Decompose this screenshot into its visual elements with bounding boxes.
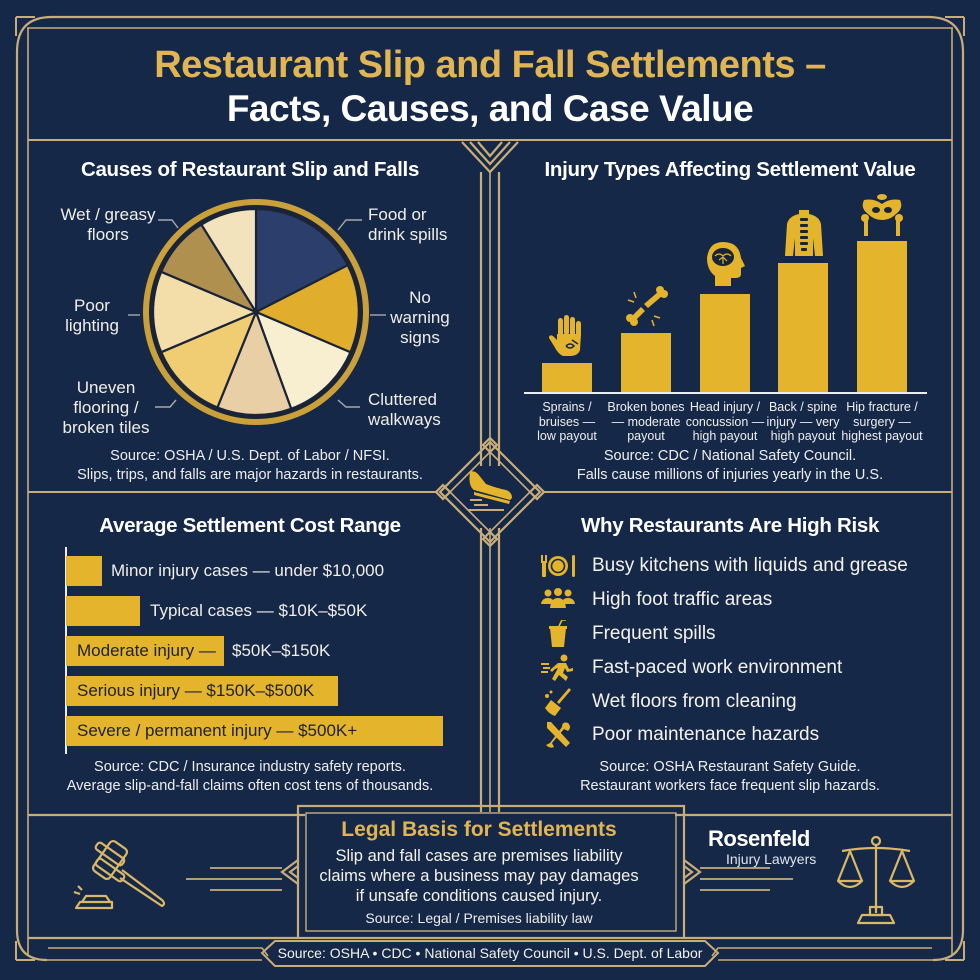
bar-axis-baseline bbox=[524, 392, 927, 394]
bar-back-spine bbox=[778, 263, 828, 392]
hbar-label-typical: Typical cases — $10K–$50K bbox=[150, 601, 368, 620]
hbar-typical bbox=[66, 596, 140, 626]
hbar-label-moderate-inside: Moderate injury — bbox=[77, 641, 216, 660]
legal-source: Source: Legal / Premises liability law bbox=[365, 910, 593, 926]
pie-wedge-uneven bbox=[159, 309, 259, 409]
settlement-source: Source: CDC / Insurance industry safety … bbox=[66, 759, 434, 794]
pie-wedge-cluttered bbox=[254, 309, 352, 411]
pie-leader-lines bbox=[128, 219, 386, 408]
risk-title: Why Restaurants Are High Risk bbox=[580, 514, 880, 537]
legal-title: Legal Basis for Settlements bbox=[341, 818, 617, 841]
bar-label-broken-bones: Broken bones — moderate payout bbox=[607, 400, 685, 443]
risk-item: Frequent spills bbox=[538, 619, 716, 649]
hbar-minor bbox=[66, 556, 102, 586]
injury-title: Injury Types Affecting Settlement Value bbox=[544, 158, 916, 181]
footer-source: Source: OSHA • CDC • National Safety Cou… bbox=[277, 945, 703, 961]
hbar-label-serious: Serious injury — $150K–$500K bbox=[77, 681, 315, 700]
rosenfeld-logo-subtitle: Injury Lawyers bbox=[726, 851, 817, 867]
risk-item: Wet floors from cleaning bbox=[538, 687, 797, 717]
tools-icon bbox=[538, 721, 578, 749]
hbar-label-moderate-outside: $50K–$150K bbox=[232, 641, 331, 660]
pie-label-poor-lighting: Poor lighting bbox=[65, 296, 119, 335]
broom-icon bbox=[538, 688, 578, 716]
bar-label-back-spine: Back / spine injury — very high payout bbox=[766, 400, 840, 443]
plate-cutlery-icon bbox=[538, 552, 578, 580]
running-person-icon bbox=[538, 654, 578, 682]
rosenfeld-logo: Rosenfeld bbox=[708, 826, 810, 851]
bar-hip-fracture bbox=[857, 241, 907, 392]
spine-back-icon bbox=[785, 210, 823, 256]
scales-of-justice-icon bbox=[836, 835, 916, 925]
hbar-serious bbox=[66, 676, 338, 706]
crowd-icon bbox=[538, 586, 578, 614]
risk-source: Source: OSHA Restaurant Safety Guide. Res… bbox=[580, 759, 880, 794]
settlement-title: Average Settlement Cost Range bbox=[99, 514, 401, 537]
hip-bone-icon bbox=[861, 194, 903, 236]
hbar-label-severe: Severe / permanent injury — $500K+ bbox=[77, 721, 358, 740]
gavel-icon bbox=[73, 839, 166, 910]
hbar-moderate bbox=[66, 636, 224, 666]
drink-cup-icon bbox=[538, 620, 578, 648]
pie-label-wet-floors: Wet / greasy floors bbox=[60, 205, 156, 244]
pie-wedge-food-spills bbox=[254, 207, 350, 314]
pie-wedge-no-warning bbox=[253, 263, 360, 354]
page-title-line-1: Restaurant Slip and Fall Settlements – bbox=[154, 44, 826, 86]
bar-label-sprains: Sprains / bruises — low payout bbox=[537, 400, 597, 443]
pie-wedge-wet bbox=[199, 207, 258, 316]
causes-source: Source: OSHA / U.S. Dept. of Labor / NFS… bbox=[77, 448, 423, 483]
risk-item: Fast-paced work environment bbox=[538, 653, 842, 683]
pie-label-no-warning: No warning signs bbox=[390, 288, 450, 347]
head-brain-icon bbox=[707, 242, 745, 286]
pie-label-uneven-flooring: Uneven flooring / broken tiles bbox=[62, 378, 150, 437]
causes-title: Causes of Restaurant Slip and Falls bbox=[80, 158, 420, 181]
risk-item: Poor maintenance hazards bbox=[538, 720, 819, 750]
pie-label-food-spills: Food or drink spills bbox=[368, 205, 448, 244]
risk-item: High foot traffic areas bbox=[538, 585, 772, 615]
causes-pie-chart bbox=[143, 199, 369, 425]
pie-wedge-poor-lighting bbox=[151, 270, 259, 354]
bar-label-hip-fracture: Hip fracture / surgery — highest payout bbox=[841, 400, 923, 443]
pie-wedge-uneven-lower bbox=[215, 308, 293, 417]
bar-label-head-injury: Head injury / concussion — high payout bbox=[685, 400, 765, 443]
hand-sprain-icon bbox=[549, 315, 581, 356]
hbar-severe bbox=[66, 716, 443, 746]
bar-sprains bbox=[542, 363, 592, 392]
bar-head-injury bbox=[700, 294, 750, 392]
bar-broken-bones bbox=[621, 333, 671, 392]
pie-label-cluttered: Cluttered walkways bbox=[368, 390, 441, 429]
risk-item: Busy kitchens with liquids and grease bbox=[538, 551, 908, 581]
injury-source: Source: CDC / National Safety Council. Fa… bbox=[576, 448, 884, 483]
legal-body: Slip and fall cases are premises liabili… bbox=[319, 847, 639, 905]
slipping-shoe-icon bbox=[468, 471, 512, 511]
hbar-label-minor: Minor injury cases — under $10,000 bbox=[111, 561, 385, 580]
page-title-line-2: Facts, Causes, and Case Value bbox=[226, 88, 754, 129]
broken-bone-icon bbox=[626, 286, 668, 327]
